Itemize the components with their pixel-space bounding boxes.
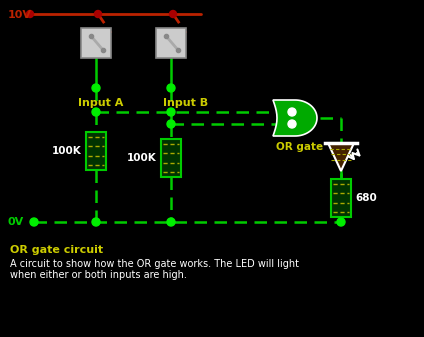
Polygon shape xyxy=(328,143,354,171)
FancyBboxPatch shape xyxy=(81,28,111,58)
Circle shape xyxy=(170,10,176,18)
Text: Input A: Input A xyxy=(78,98,123,108)
Text: when either or both inputs are high.: when either or both inputs are high. xyxy=(10,270,187,280)
Circle shape xyxy=(167,108,175,116)
FancyBboxPatch shape xyxy=(331,179,351,217)
Text: 100K: 100K xyxy=(52,146,82,156)
Circle shape xyxy=(167,218,175,226)
Text: 0V: 0V xyxy=(8,217,24,227)
Circle shape xyxy=(26,10,33,18)
Circle shape xyxy=(92,108,100,116)
Circle shape xyxy=(30,218,38,226)
Circle shape xyxy=(95,10,101,18)
Circle shape xyxy=(337,218,345,226)
Text: 100K: 100K xyxy=(127,153,157,163)
FancyBboxPatch shape xyxy=(161,139,181,177)
Circle shape xyxy=(288,108,296,116)
Circle shape xyxy=(288,120,296,128)
Circle shape xyxy=(92,84,100,92)
Circle shape xyxy=(92,218,100,226)
Text: Input B: Input B xyxy=(163,98,208,108)
Text: 680: 680 xyxy=(355,193,377,203)
Polygon shape xyxy=(273,100,317,136)
Text: 10V: 10V xyxy=(8,10,32,20)
Text: OR gate: OR gate xyxy=(276,142,324,152)
Text: OR gate circuit: OR gate circuit xyxy=(10,245,103,255)
FancyBboxPatch shape xyxy=(86,132,106,170)
Circle shape xyxy=(167,84,175,92)
Text: A circuit to show how the OR gate works. The LED will light: A circuit to show how the OR gate works.… xyxy=(10,259,299,269)
Circle shape xyxy=(167,120,175,128)
FancyBboxPatch shape xyxy=(156,28,186,58)
